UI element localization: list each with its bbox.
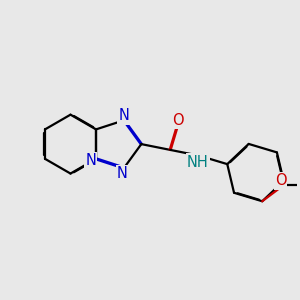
Text: N: N xyxy=(118,108,129,123)
Text: NH: NH xyxy=(187,154,208,169)
Text: N: N xyxy=(85,153,96,168)
Text: O: O xyxy=(275,173,286,188)
Text: O: O xyxy=(172,112,184,128)
Text: N: N xyxy=(117,166,128,181)
